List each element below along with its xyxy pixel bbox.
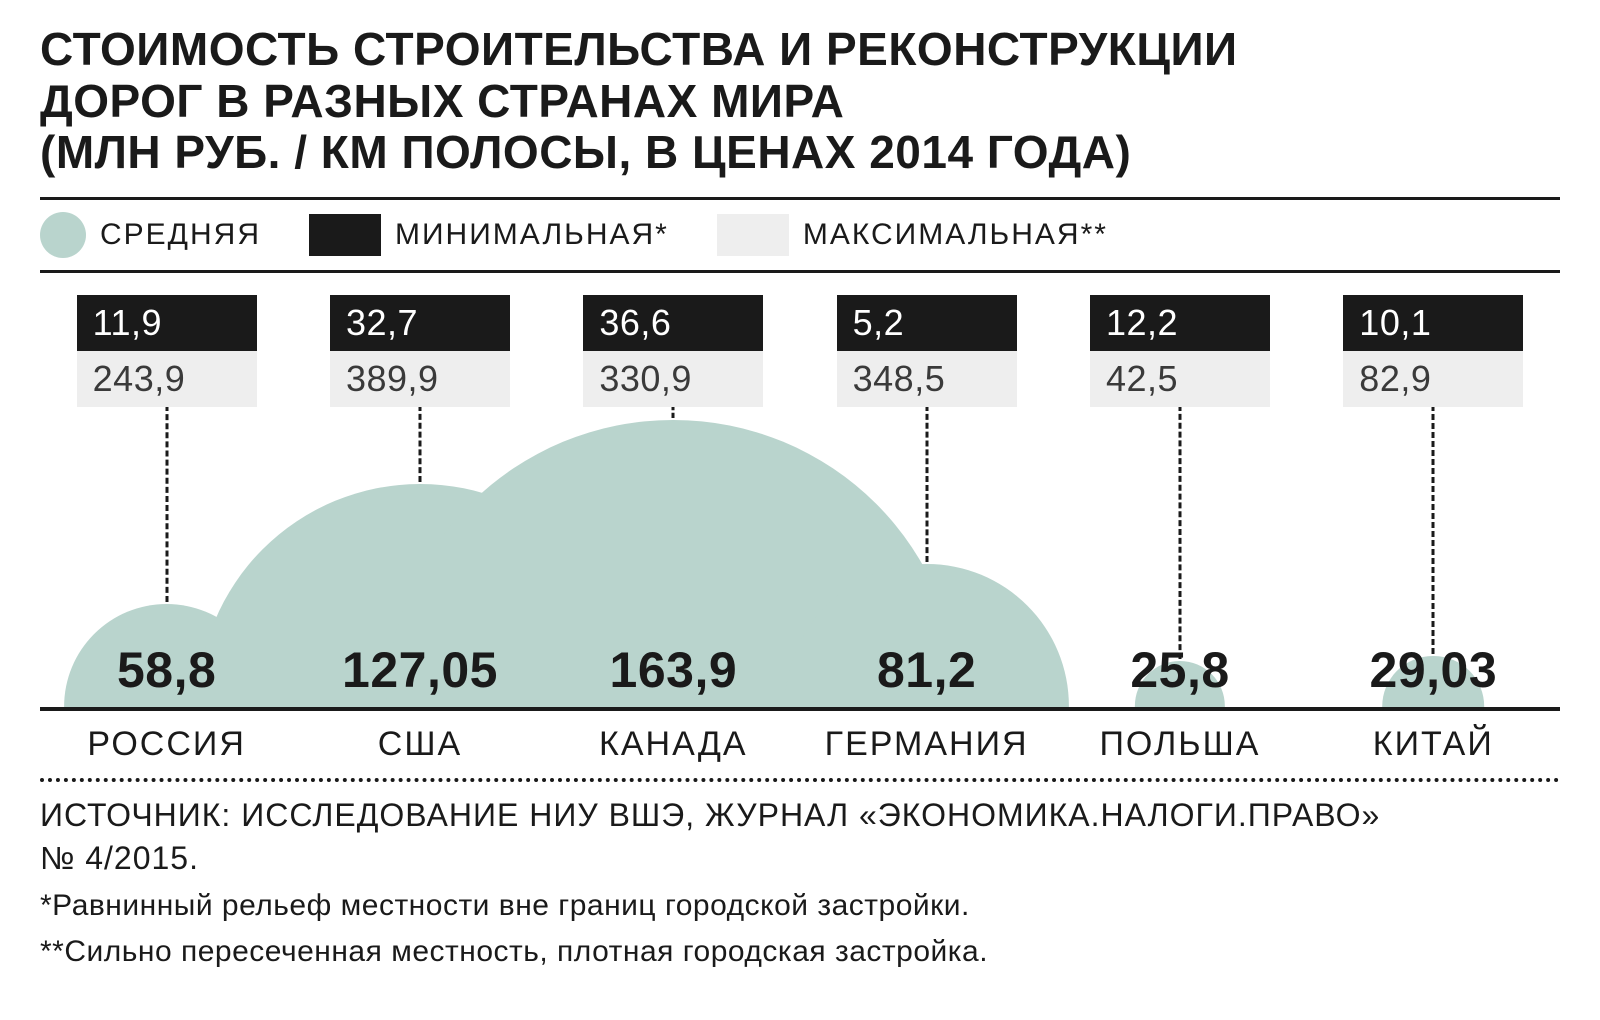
avg-value-label: 25,8 <box>1130 641 1229 699</box>
legend: СРЕДНЯЯ МИНИМАЛЬНАЯ* МАКСИМАЛЬНАЯ** <box>40 197 1560 273</box>
title-line-2: ДОРОГ В РАЗНЫХ СТРАНАХ МИРА <box>40 76 1560 128</box>
min-value-box: 36,6 <box>583 295 763 351</box>
connector-line <box>925 407 928 563</box>
legend-swatch-min-icon <box>309 214 381 256</box>
footnote-2: **Сильно пересеченная местность, плотная… <box>40 932 1560 973</box>
value-boxes: 36,6330,9 <box>583 295 763 407</box>
max-value-box: 82,9 <box>1343 351 1523 407</box>
value-boxes: 11,9243,9 <box>77 295 257 407</box>
avg-value-label: 127,05 <box>342 641 498 699</box>
source-line-2: № 4/2015. <box>40 837 1560 880</box>
country-label: РОССИЯ <box>40 725 293 764</box>
avg-value-label: 58,8 <box>117 641 216 699</box>
country-labels-row: РОССИЯСШАКАНАДАГЕРМАНИЯПОЛЬШАКИТАЙ <box>40 711 1560 778</box>
max-value-box: 389,9 <box>330 351 510 407</box>
connector-line <box>1179 407 1182 660</box>
chart: 11,9243,9 32,7389,9 36,6330,9 5,2348,5 12,24… <box>40 295 1560 782</box>
chart-title: СТОИМОСТЬ СТРОИТЕЛЬСТВА И РЕКОНСТРУКЦИИ … <box>40 24 1560 179</box>
value-box-col: 32,7389,9 <box>293 295 546 407</box>
title-line-1: СТОИМОСТЬ СТРОИТЕЛЬСТВА И РЕКОНСТРУКЦИИ <box>40 24 1560 76</box>
legend-label-average: СРЕДНЯЯ <box>100 218 261 252</box>
avg-value-label: 81,2 <box>877 641 976 699</box>
value-boxes: 32,7389,9 <box>330 295 510 407</box>
max-value-box: 243,9 <box>77 351 257 407</box>
max-value-box: 330,9 <box>583 351 763 407</box>
legend-swatch-average-icon <box>40 212 86 258</box>
country-label: ГЕРМАНИЯ <box>800 725 1053 764</box>
avg-value-label: 163,9 <box>610 641 738 699</box>
value-box-col: 12,242,5 <box>1053 295 1306 407</box>
title-line-3: (МЛН РУБ. / КМ ПОЛОСЫ, В ЦЕНАХ 2014 ГОДА… <box>40 127 1560 179</box>
connector-line <box>1432 407 1435 654</box>
legend-swatch-max-icon <box>717 214 789 256</box>
connector-line <box>165 407 168 602</box>
value-box-col: 5,2348,5 <box>800 295 1053 407</box>
avg-value-label: 29,03 <box>1370 641 1498 699</box>
source-text: ИСТОЧНИК: ИССЛЕДОВАНИЕ НИУ ВШЭ, ЖУРНАЛ «… <box>40 794 1560 880</box>
source-line-1: ИСТОЧНИК: ИССЛЕДОВАНИЕ НИУ ВШЭ, ЖУРНАЛ «… <box>40 794 1560 837</box>
min-value-box: 11,9 <box>77 295 257 351</box>
max-value-box: 348,5 <box>837 351 1017 407</box>
min-value-box: 32,7 <box>330 295 510 351</box>
value-boxes: 5,2348,5 <box>837 295 1017 407</box>
min-value-box: 12,2 <box>1090 295 1270 351</box>
legend-item-min: МИНИМАЛЬНАЯ* <box>309 214 669 256</box>
value-boxes: 10,182,9 <box>1343 295 1523 407</box>
legend-item-max: МАКСИМАЛЬНАЯ** <box>717 214 1108 256</box>
bubble-zone: 58,8 127,05 163,9 81,2 25,8 29,03 <box>40 407 1560 707</box>
connector-line <box>419 407 422 483</box>
connector-line <box>672 407 675 418</box>
value-box-col: 10,182,9 <box>1307 295 1560 407</box>
country-label: КИТАЙ <box>1307 725 1560 764</box>
value-box-col: 11,9243,9 <box>40 295 293 407</box>
legend-item-average: СРЕДНЯЯ <box>40 212 261 258</box>
value-box-col: 36,6330,9 <box>547 295 800 407</box>
legend-label-max: МАКСИМАЛЬНАЯ** <box>803 218 1108 252</box>
dotted-separator <box>40 778 1560 782</box>
max-value-box: 42,5 <box>1090 351 1270 407</box>
country-label: США <box>293 725 546 764</box>
min-value-box: 5,2 <box>837 295 1017 351</box>
country-label: КАНАДА <box>547 725 800 764</box>
country-label: ПОЛЬША <box>1053 725 1306 764</box>
legend-label-min: МИНИМАЛЬНАЯ* <box>395 218 669 252</box>
value-boxes-row: 11,9243,9 32,7389,9 36,6330,9 5,2348,5 12,24… <box>40 295 1560 407</box>
min-value-box: 10,1 <box>1343 295 1523 351</box>
footnote-1: *Равнинный рельеф местности вне границ г… <box>40 886 1560 927</box>
value-boxes: 12,242,5 <box>1090 295 1270 407</box>
